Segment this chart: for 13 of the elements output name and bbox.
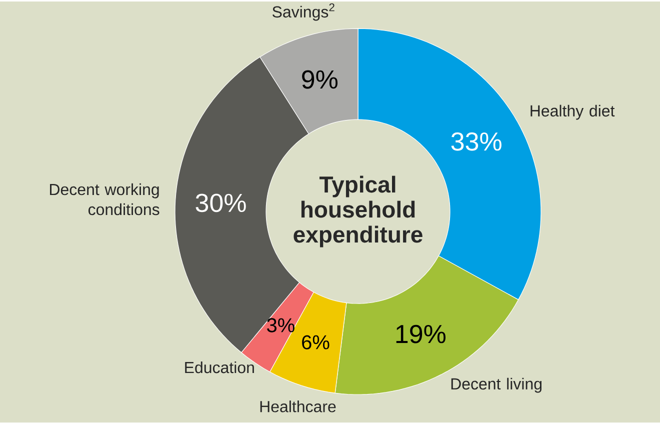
data-label: 30% (196, 194, 246, 212)
data-label: 33% (451, 132, 502, 151)
slice-label: Decent living (451, 378, 542, 393)
data-label: 6% (302, 335, 330, 350)
slice-label: Healthcare (260, 400, 336, 413)
text: Typical household expenditure (294, 176, 422, 248)
data-label: 19% (396, 325, 446, 344)
data-label: 9% (302, 70, 338, 89)
slice-label: Education (185, 362, 254, 374)
slice-label: Savings$^{2}$ (272, 4, 334, 21)
slice-label: Healthy diet (530, 105, 615, 120)
data-label: 3% (267, 318, 294, 333)
slice-label: Decent working conditions (50, 184, 160, 216)
